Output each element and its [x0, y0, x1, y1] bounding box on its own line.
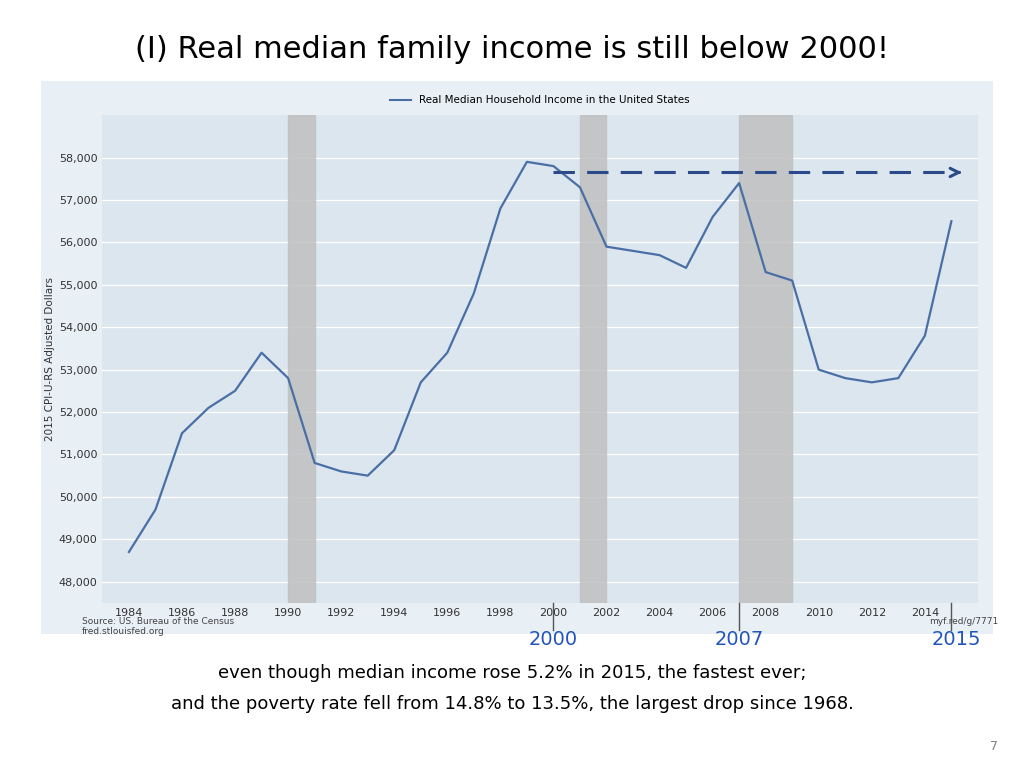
Y-axis label: 2015 CPI-U-RS Adjusted Dollars: 2015 CPI-U-RS Adjusted Dollars — [45, 277, 54, 441]
Text: 2015: 2015 — [932, 630, 981, 649]
Legend: Real Median Household Income in the United States: Real Median Household Income in the Unit… — [386, 91, 694, 110]
Text: even though median income rose 5.2% in 2015, the fastest ever;: even though median income rose 5.2% in 2… — [218, 664, 806, 682]
Bar — [288, 115, 314, 603]
Text: 7: 7 — [990, 740, 998, 753]
Bar — [739, 115, 793, 603]
Text: myf.red/g/7771: myf.red/g/7771 — [929, 617, 998, 626]
Bar — [580, 115, 606, 603]
Text: and the poverty rate fell from 14.8% to 13.5%, the largest drop since 1968.: and the poverty rate fell from 14.8% to … — [171, 695, 853, 713]
Text: (I) Real median family income is still below 2000!: (I) Real median family income is still b… — [135, 35, 889, 64]
Text: 2007: 2007 — [715, 630, 764, 649]
Text: Source: US. Bureau of the Census
fred.stlouisfed.org: Source: US. Bureau of the Census fred.st… — [82, 617, 234, 636]
Text: 2000: 2000 — [528, 630, 578, 649]
